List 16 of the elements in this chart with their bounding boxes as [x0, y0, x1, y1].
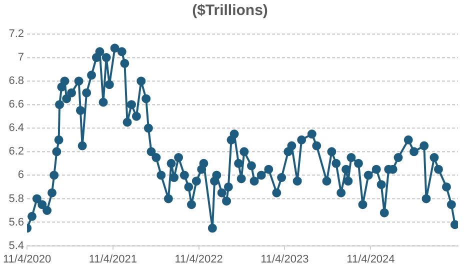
y-tick-label: 5.8 — [8, 192, 24, 205]
x-tick-label: 11/4/2020 — [2, 253, 52, 266]
y-tick-label: 6.6 — [8, 98, 24, 111]
y-tick-label: 5.4 — [8, 240, 24, 252]
y-tick-label: 6 — [18, 169, 24, 182]
x-tick-label: 11/4/2022 — [174, 253, 223, 266]
y-tick-label: 6.8 — [8, 75, 24, 88]
x-tick-label: 11/4/2024 — [346, 253, 395, 266]
y-tick-label: 7.2 — [8, 28, 24, 40]
y-tick-label: 6.2 — [8, 146, 24, 158]
chart-title: ($Trillions) — [192, 2, 268, 20]
y-tick-label: 5.6 — [8, 216, 24, 228]
y-tick-label: 7 — [18, 52, 24, 64]
x-tick-label: 11/4/2023 — [260, 253, 309, 266]
x-tick-label: 11/4/2021 — [88, 253, 137, 266]
y-tick-label: 6.4 — [8, 122, 24, 134]
